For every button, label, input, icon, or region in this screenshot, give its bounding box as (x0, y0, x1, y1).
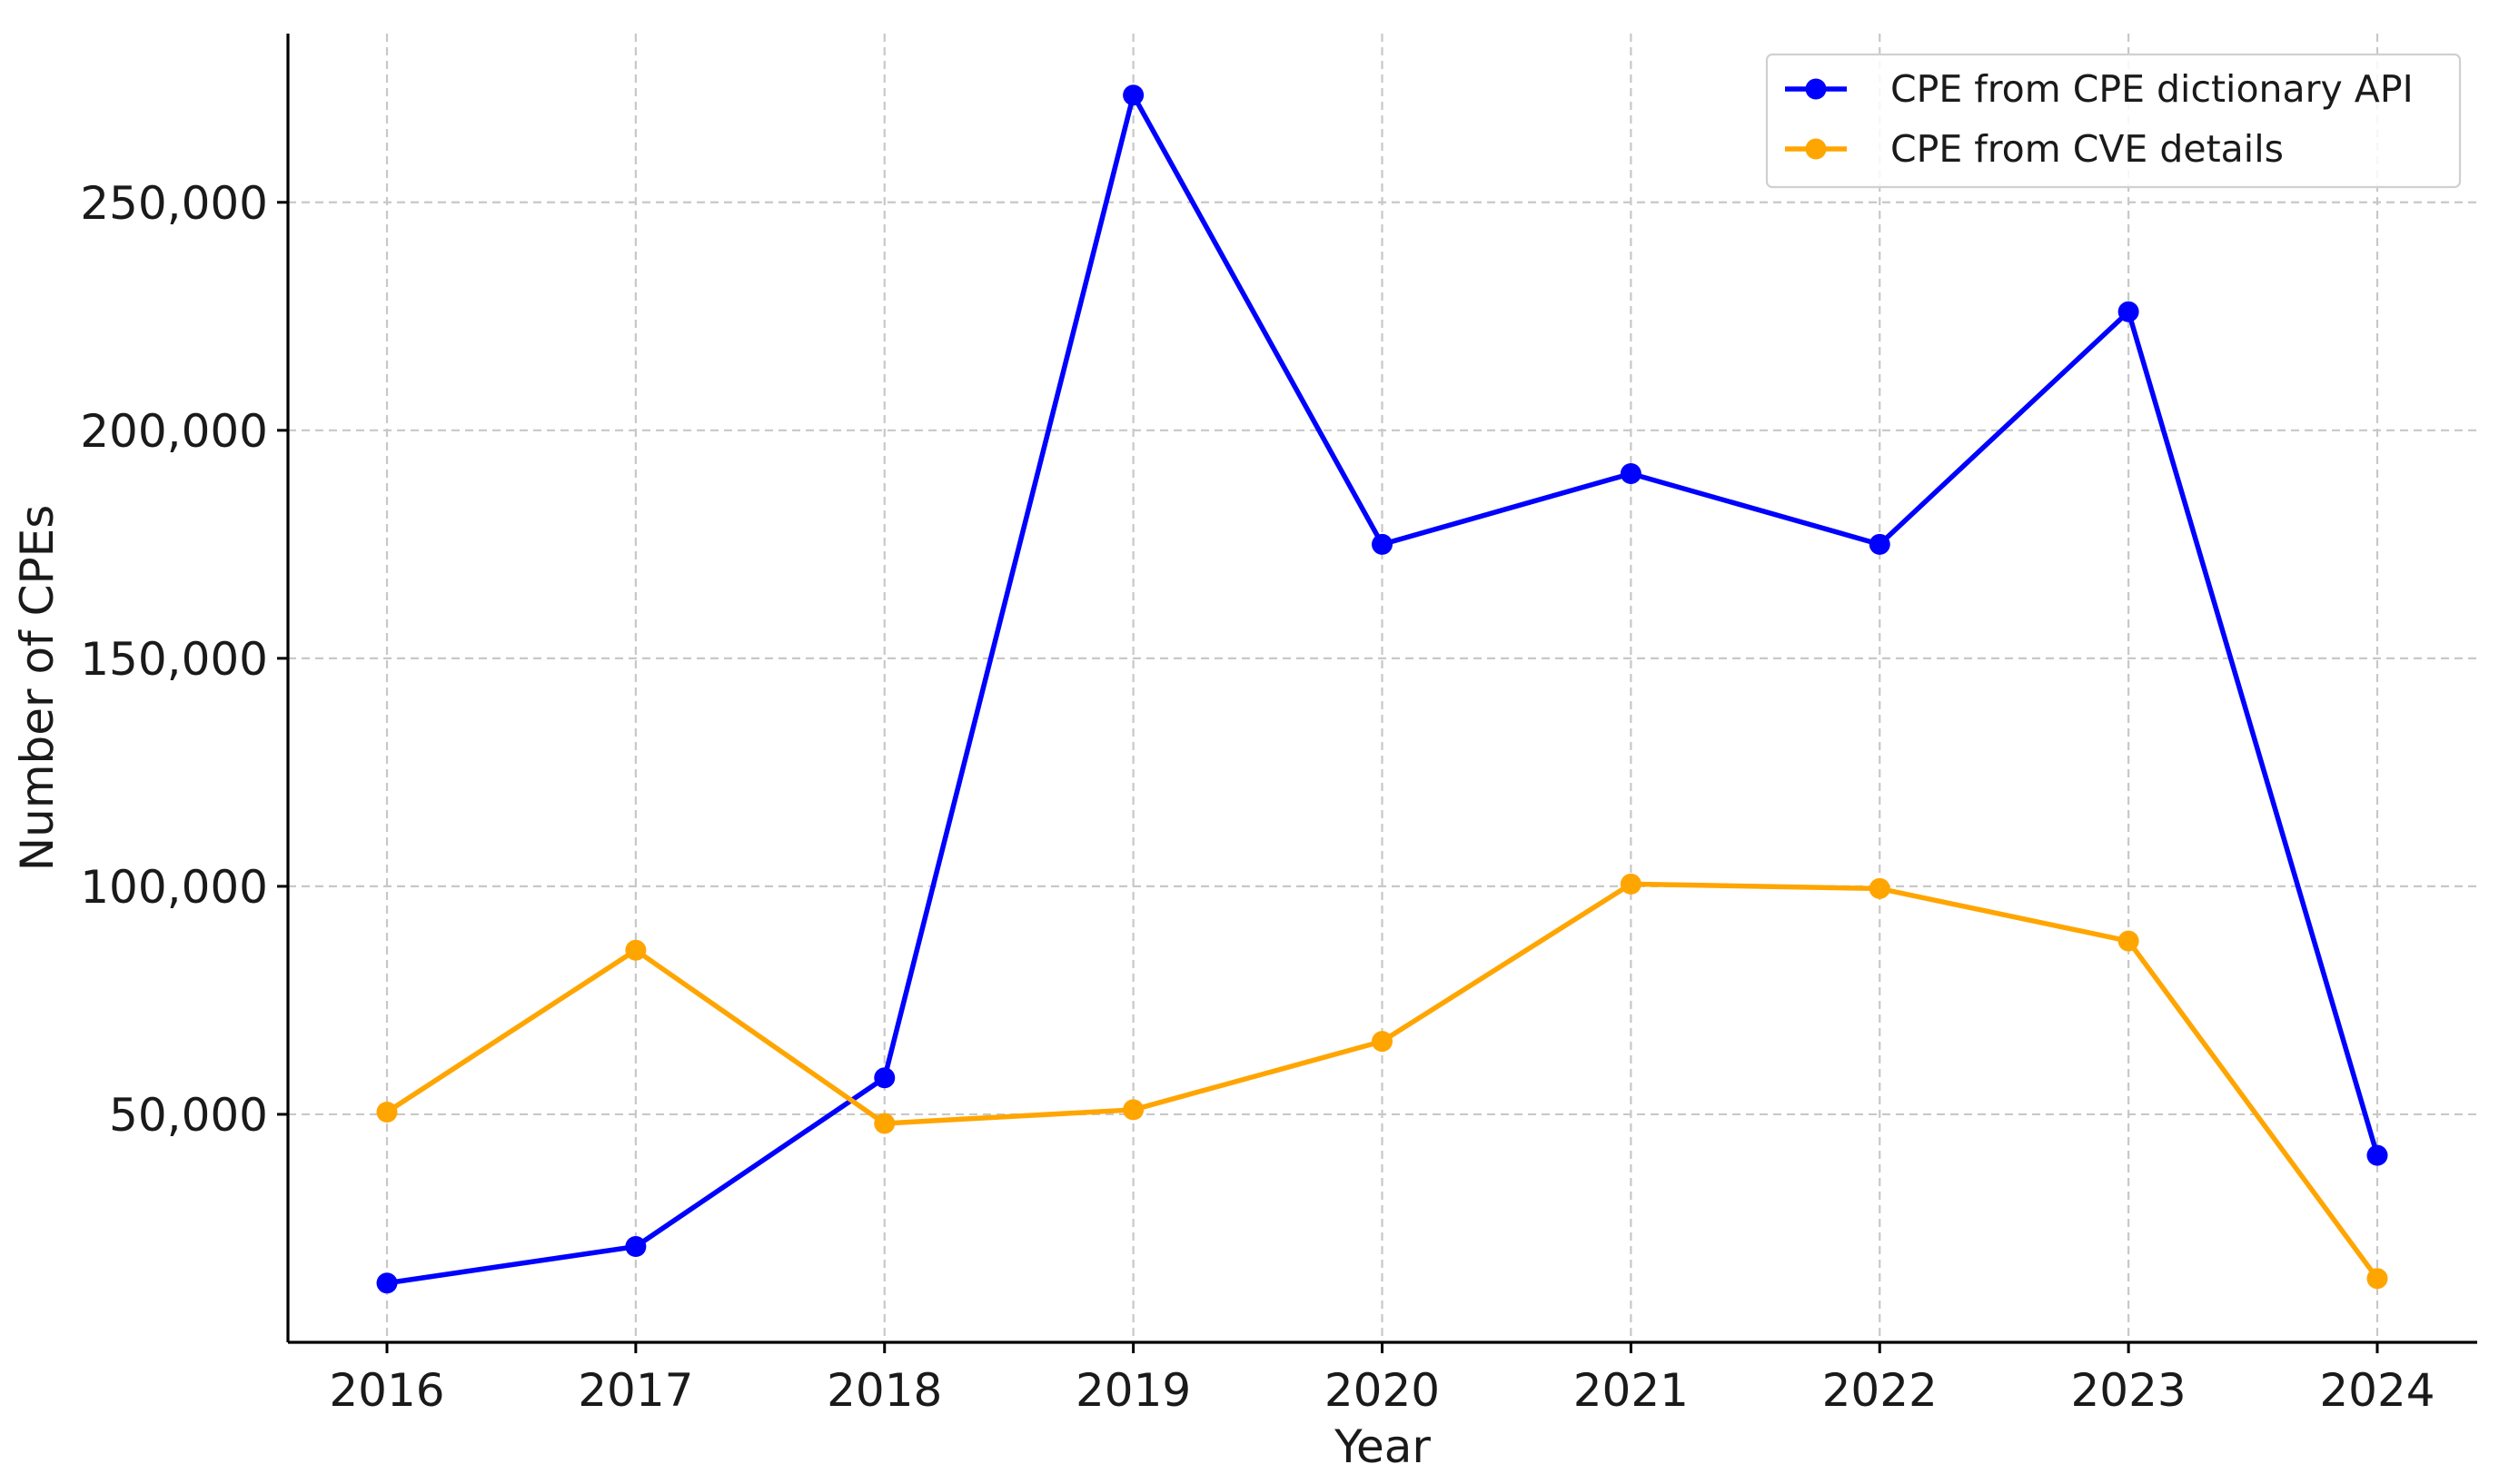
series-group (376, 84, 2388, 1294)
series-1 (376, 84, 2388, 1294)
data-point (2366, 1268, 2388, 1290)
data-point (376, 1272, 398, 1294)
data-point (625, 1236, 647, 1258)
x-tick-label: 2019 (1076, 1364, 1191, 1417)
y-tick-label: 50,000 (109, 1089, 268, 1142)
x-tick-label: 2024 (2319, 1364, 2435, 1417)
legend-label: CPE from CPE dictionary API (1890, 67, 2414, 111)
y-axis-title: Number of CPEs (11, 505, 64, 872)
axes (277, 34, 2477, 1353)
data-point (2117, 301, 2139, 322)
data-point (1869, 533, 1890, 555)
data-point (874, 1113, 896, 1134)
x-tick-label: 2018 (827, 1364, 942, 1417)
x-tick-label: 2016 (329, 1364, 444, 1417)
data-point (1620, 463, 1641, 485)
legend: CPE from CPE dictionary API CPE from CVE … (1765, 53, 2462, 189)
legend-swatch-marker (1805, 78, 1827, 100)
y-tick-label: 200,000 (80, 405, 268, 458)
data-point (1372, 533, 1393, 555)
data-point (1372, 1031, 1393, 1053)
legend-item: CPE from CPE dictionary API (1785, 67, 2414, 111)
x-tick-label: 2017 (578, 1364, 693, 1417)
x-tick-label: 2021 (1573, 1364, 1689, 1417)
data-point (1123, 1099, 1145, 1121)
x-tick-label: 2023 (2071, 1364, 2187, 1417)
data-point (2117, 930, 2139, 952)
data-point (874, 1067, 896, 1089)
data-point (376, 1101, 398, 1123)
data-point (625, 939, 647, 961)
legend-box (1765, 53, 2462, 189)
series-2 (376, 873, 2388, 1290)
y-tick-label: 100,000 (80, 861, 268, 914)
x-axis-title: Year (1334, 1420, 1431, 1473)
data-point (1620, 873, 1641, 895)
legend-label: CPE from CVE details (1890, 127, 2284, 171)
data-point (2366, 1144, 2388, 1166)
x-tick-label: 2020 (1324, 1364, 1440, 1417)
legend-swatch-marker (1805, 138, 1827, 160)
grid (288, 34, 2477, 1342)
x-tick-label: 2022 (1822, 1364, 1938, 1417)
y-tick-label: 150,000 (80, 633, 268, 686)
y-tick-label: 250,000 (80, 177, 268, 230)
legend-item: CPE from CVE details (1785, 127, 2284, 171)
tick-labels: 2016 2017 2018 2019 2020 2021 2022 2023 2024 50,0… (80, 177, 2435, 1417)
data-point (1123, 84, 1145, 106)
data-point (1869, 877, 1890, 899)
